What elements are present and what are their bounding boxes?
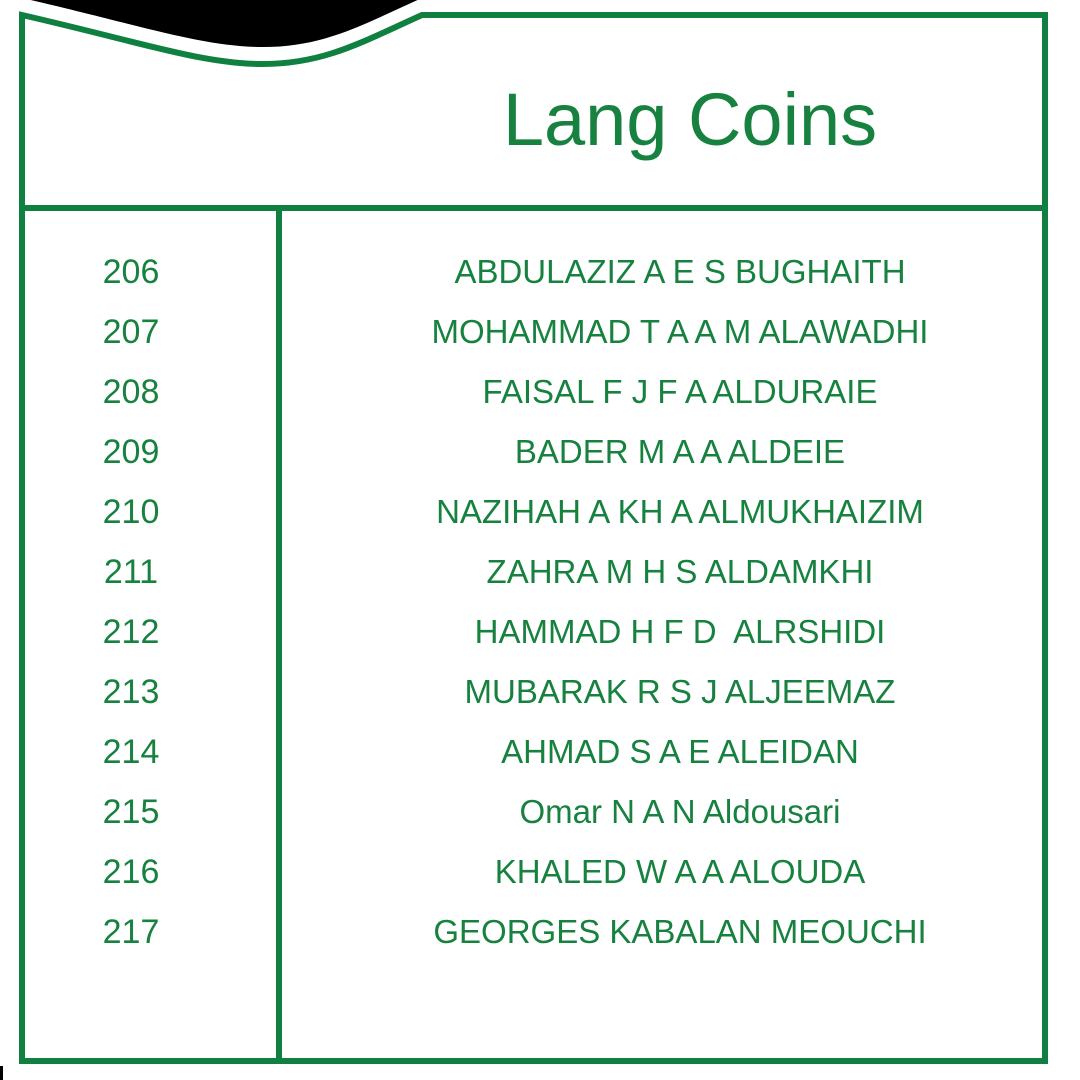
row-name: NAZIHAH A KH A ALMUKHAIZIM bbox=[436, 493, 924, 530]
row-number: 214 bbox=[102, 733, 160, 771]
row-name: BADER M A A ALDEIE bbox=[514, 433, 846, 470]
row-name: HAMMAD H F D ALRSHIDI bbox=[474, 613, 886, 650]
scan-artifact-bottom-left bbox=[0, 1066, 3, 1080]
row-number: 217 bbox=[102, 913, 160, 951]
row-number: 206 bbox=[102, 253, 160, 291]
row-name: Omar N A N Aldousari bbox=[519, 793, 841, 830]
row-name: MOHAMMAD T A A M ALAWADHI bbox=[431, 313, 929, 350]
row-number: 209 bbox=[102, 433, 160, 471]
row-name: GEORGES KABALAN MEOUCHI bbox=[433, 913, 927, 950]
page-title: Lang Coins bbox=[502, 78, 878, 161]
row-number: 215 bbox=[102, 793, 160, 831]
row-name: KHALED W A A ALOUDA bbox=[494, 853, 866, 890]
row-number: 212 bbox=[102, 613, 160, 651]
row-number: 213 bbox=[102, 673, 160, 711]
scan-shadow-top bbox=[30, 0, 418, 47]
row-name: ZAHRA M H S ALDAMKHI bbox=[486, 553, 874, 590]
row-number: 216 bbox=[102, 853, 160, 891]
row-name: FAISAL F J F A ALDURAIE bbox=[482, 373, 878, 410]
row-number: 207 bbox=[102, 313, 160, 351]
row-name: MUBARAK R S J ALJEEMAZ bbox=[464, 673, 896, 710]
row-number: 210 bbox=[102, 493, 160, 531]
row-number: 211 bbox=[103, 553, 159, 591]
row-name: AHMAD S A E ALEIDAN bbox=[501, 733, 859, 770]
row-number: 208 bbox=[102, 373, 160, 411]
row-name: ABDULAZIZ A E S BUGHAITH bbox=[454, 253, 906, 290]
